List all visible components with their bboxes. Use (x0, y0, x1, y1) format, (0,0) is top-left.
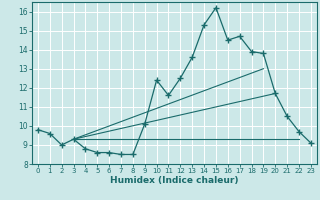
X-axis label: Humidex (Indice chaleur): Humidex (Indice chaleur) (110, 176, 239, 185)
